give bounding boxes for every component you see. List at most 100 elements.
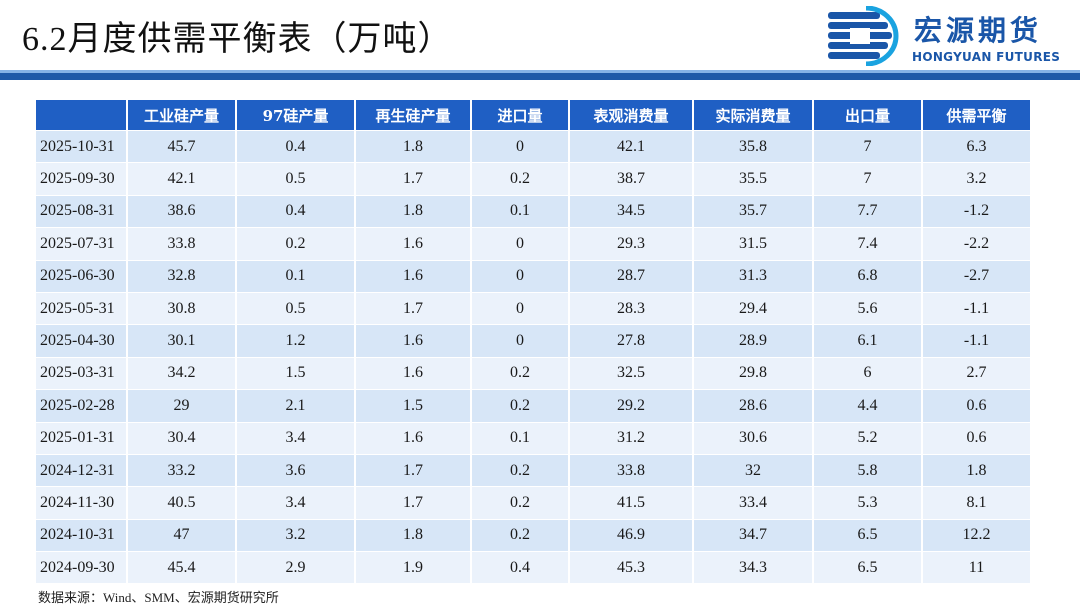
table-row: 2025-07-31 33.8 0.2 1.6 0 29.3 31.5 7.4 -2.2 (36, 227, 1032, 260)
cell-imports: 0 (472, 291, 570, 325)
cell-industrial-silicon-output: 42.1 (128, 162, 237, 195)
cell-imports: 0 (472, 259, 570, 292)
cell-date: 2025-08-31 (36, 194, 128, 228)
cell-apparent-consumption: 28.7 (570, 259, 694, 292)
table-row: 2025-01-31 30.4 3.4 1.6 0.1 31.2 30.6 5.2 0.6 (36, 421, 1032, 454)
cell-recycled-silicon-output: 1.5 (356, 389, 472, 422)
header-industrial-silicon-output: 工业硅产量 (128, 100, 237, 130)
hongyuan-logo-icon (828, 6, 899, 66)
table-header-row: 工业硅产量 97硅产量 再生硅产量 进口量 表观消费量 实际消费量 出口量 供需… (36, 100, 1032, 130)
cell-recycled-silicon-output: 1.7 (356, 486, 472, 519)
cell-date: 2025-04-30 (36, 324, 128, 357)
cell-actual-consumption: 30.6 (694, 421, 814, 454)
cell-industrial-silicon-output: 45.7 (128, 130, 237, 163)
cell-industrial-silicon-output: 40.5 (128, 486, 237, 519)
cell-97-silicon-output: 2.9 (237, 551, 356, 584)
cell-apparent-consumption: 29.2 (570, 389, 694, 422)
cell-actual-consumption: 29.8 (694, 356, 814, 390)
cell-imports: 0.1 (472, 194, 570, 228)
header-apparent-consumption: 表观消费量 (570, 100, 694, 130)
table-row: 2025-03-31 34.2 1.5 1.6 0.2 32.5 29.8 6 2.7 (36, 356, 1032, 390)
cell-apparent-consumption: 29.3 (570, 227, 694, 260)
cell-industrial-silicon-output: 32.8 (128, 259, 237, 292)
cell-actual-consumption: 32 (694, 453, 814, 487)
cell-exports: 7.7 (814, 194, 923, 228)
header-rule-main (0, 73, 1080, 80)
supply-demand-table: 工业硅产量 97硅产量 再生硅产量 进口量 表观消费量 实际消费量 出口量 供需… (36, 100, 1032, 584)
header-exports: 出口量 (814, 100, 923, 130)
header-imports: 进口量 (472, 100, 570, 130)
cell-97-silicon-output: 0.5 (237, 291, 356, 325)
cell-recycled-silicon-output: 1.6 (356, 421, 472, 454)
cell-exports: 6.5 (814, 551, 923, 584)
cell-97-silicon-output: 3.4 (237, 486, 356, 519)
cell-apparent-consumption: 38.7 (570, 162, 694, 195)
cell-exports: 7 (814, 162, 923, 195)
cell-97-silicon-output: 1.2 (237, 324, 356, 357)
cell-balance: 0.6 (923, 389, 1032, 422)
cell-apparent-consumption: 46.9 (570, 518, 694, 552)
cell-balance: -1.2 (923, 194, 1032, 228)
header-rule-light (0, 70, 1080, 73)
cell-actual-consumption: 34.7 (694, 518, 814, 552)
table-row: 2025-08-31 38.6 0.4 1.8 0.1 34.5 35.7 7.7 -1.2 (36, 194, 1032, 228)
logo-name-cn: 宏源期货 (914, 14, 1043, 47)
cell-actual-consumption: 35.7 (694, 194, 814, 228)
cell-97-silicon-output: 0.4 (237, 194, 356, 228)
table-row: 2025-10-31 45.7 0.4 1.8 0 42.1 35.8 7 6.3 (36, 130, 1032, 163)
cell-date: 2024-10-31 (36, 518, 128, 552)
table-row: 2025-02-28 29 2.1 1.5 0.2 29.2 28.6 4.4 0.6 (36, 389, 1032, 422)
cell-imports: 0 (472, 227, 570, 260)
cell-balance: -1.1 (923, 324, 1032, 357)
cell-balance: 6.3 (923, 130, 1032, 163)
cell-imports: 0.2 (472, 486, 570, 519)
cell-actual-consumption: 34.3 (694, 551, 814, 584)
data-source-note: 数据来源：Wind、SMM、宏源期货研究所 (38, 590, 279, 605)
cell-date: 2024-12-31 (36, 453, 128, 487)
table-row: 2025-05-31 30.8 0.5 1.7 0 28.3 29.4 5.6 -1.1 (36, 291, 1032, 325)
cell-exports: 6.5 (814, 518, 923, 552)
table-row: 2025-06-30 32.8 0.1 1.6 0 28.7 31.3 6.8 -2.7 (36, 259, 1032, 292)
cell-apparent-consumption: 34.5 (570, 194, 694, 228)
cell-date: 2024-11-30 (36, 486, 128, 519)
cell-date: 2024-09-30 (36, 551, 128, 584)
cell-date: 2025-03-31 (36, 356, 128, 390)
cell-recycled-silicon-output: 1.6 (356, 356, 472, 390)
cell-recycled-silicon-output: 1.7 (356, 291, 472, 325)
cell-actual-consumption: 35.8 (694, 130, 814, 163)
cell-balance: 11 (923, 551, 1032, 584)
cell-recycled-silicon-output: 1.8 (356, 518, 472, 552)
cell-balance: 3.2 (923, 162, 1032, 195)
cell-date: 2025-01-31 (36, 421, 128, 454)
cell-imports: 0 (472, 130, 570, 163)
cell-apparent-consumption: 31.2 (570, 421, 694, 454)
cell-industrial-silicon-output: 38.6 (128, 194, 237, 228)
header-rule (0, 70, 1080, 80)
cell-imports: 0.2 (472, 162, 570, 195)
table-row: 2024-10-31 47 3.2 1.8 0.2 46.9 34.7 6.5 12.2 (36, 518, 1032, 552)
cell-industrial-silicon-output: 30.8 (128, 291, 237, 325)
cell-exports: 6 (814, 356, 923, 390)
cell-apparent-consumption: 45.3 (570, 551, 694, 584)
cell-97-silicon-output: 0.4 (237, 130, 356, 163)
cell-apparent-consumption: 42.1 (570, 130, 694, 163)
cell-exports: 6.1 (814, 324, 923, 357)
cell-imports: 0.1 (472, 421, 570, 454)
cell-recycled-silicon-output: 1.7 (356, 162, 472, 195)
table-row: 2024-11-30 40.5 3.4 1.7 0.2 41.5 33.4 5.3 8.1 (36, 486, 1032, 519)
header-date (36, 100, 128, 130)
table-row: 2025-09-30 42.1 0.5 1.7 0.2 38.7 35.5 7 3.2 (36, 162, 1032, 195)
cell-balance: -2.7 (923, 259, 1032, 292)
cell-date: 2025-02-28 (36, 389, 128, 422)
page-title: 6.2月度供需平衡表（万吨） (22, 21, 453, 58)
cell-industrial-silicon-output: 45.4 (128, 551, 237, 584)
cell-imports: 0.2 (472, 356, 570, 390)
cell-exports: 6.8 (814, 259, 923, 292)
cell-balance: 1.8 (923, 453, 1032, 487)
cell-exports: 5.3 (814, 486, 923, 519)
cell-exports: 7.4 (814, 227, 923, 260)
table-row: 2024-09-30 45.4 2.9 1.9 0.4 45.3 34.3 6.5 11 (36, 551, 1032, 584)
cell-recycled-silicon-output: 1.8 (356, 194, 472, 228)
cell-97-silicon-output: 3.2 (237, 518, 356, 552)
cell-exports: 5.8 (814, 453, 923, 487)
